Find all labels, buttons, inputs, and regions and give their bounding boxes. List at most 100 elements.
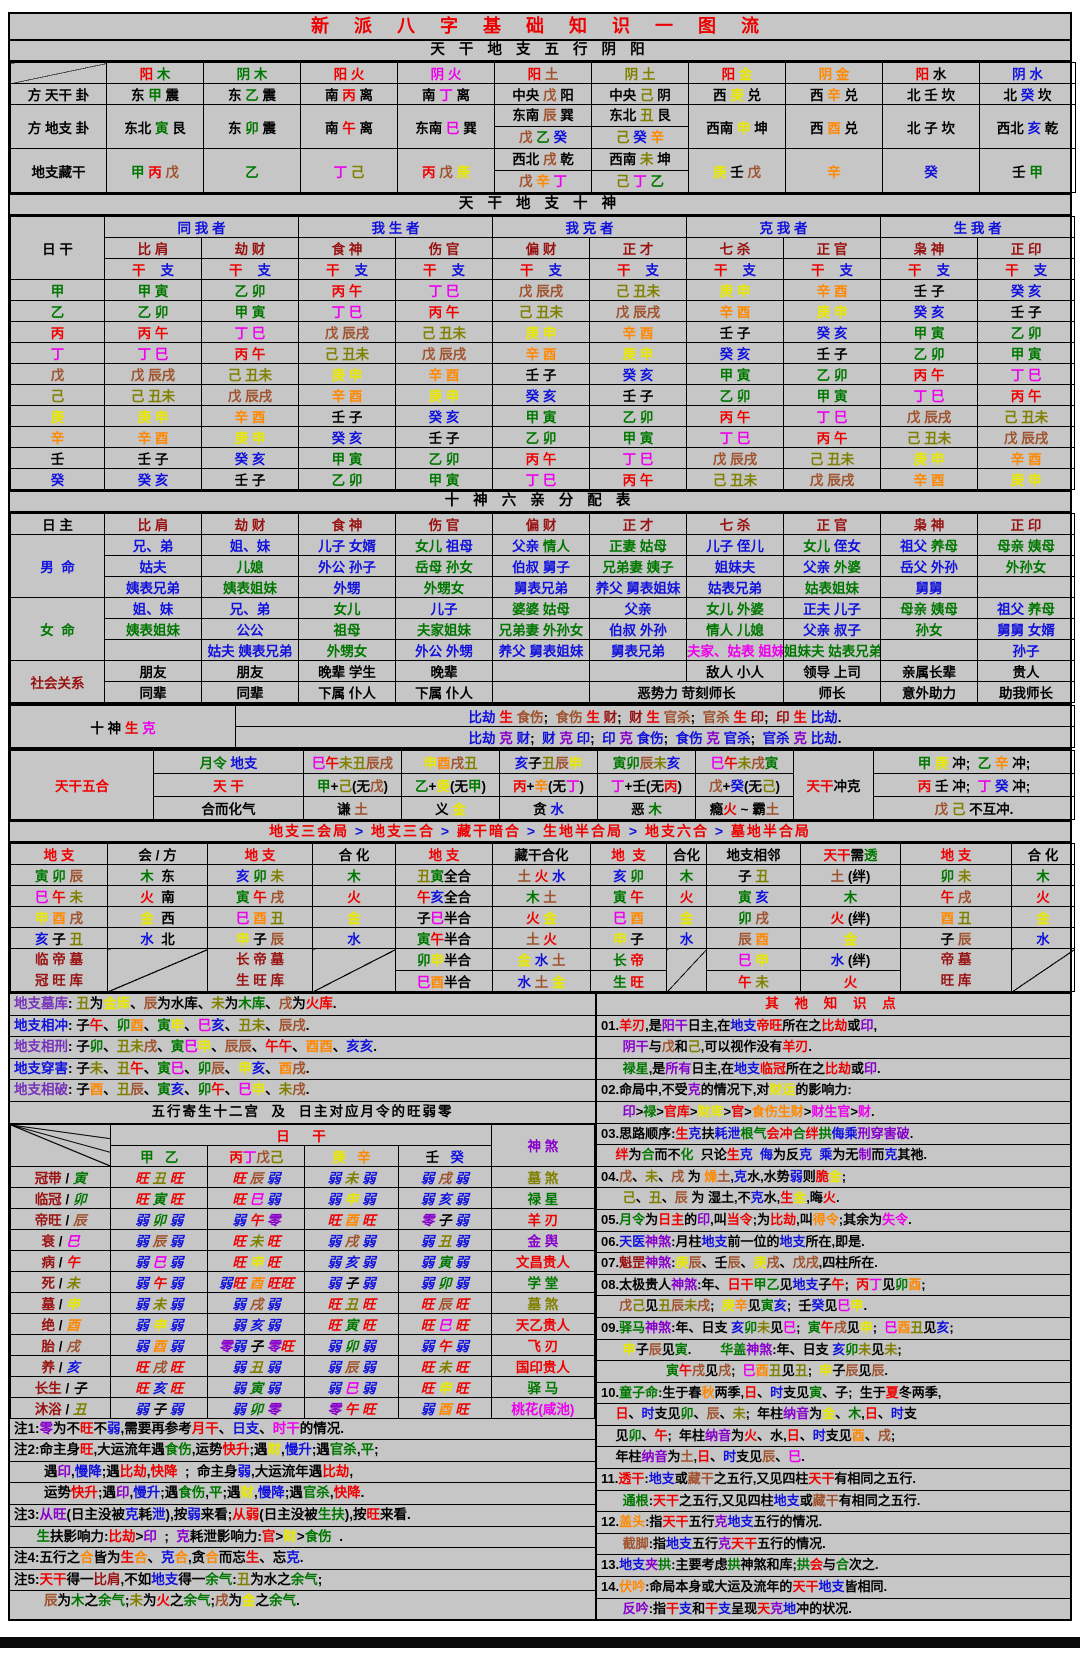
cell: 养 / 亥	[9, 1354, 112, 1377]
cell: 金	[666, 906, 707, 928]
table-row: 天 干甲+己(无戊) 乙+庚(无甲) 丙+辛(无丁) 丁+壬(无丙) 戊+癸(无己) 丙 …	[11, 773, 1075, 797]
cell: 阳 金	[688, 62, 786, 84]
cell: 水 北	[107, 927, 208, 949]
cell: 甲 寅	[104, 279, 202, 301]
cell: 干 支	[395, 258, 494, 280]
table-row: 方 天干 卦东 甲 震东 乙 震南 丙 离南 丁 离中央 戊 阳中央 己 阴西 …	[10, 83, 1076, 105]
cell: 辛	[785, 148, 883, 193]
table-row: 十 神 生 克比劫 生 食伤; 食伤 生 财; 财 生 官杀; 官杀 生 印; …	[10, 705, 1075, 748]
cell: 弱 寅 弱	[397, 1249, 492, 1272]
cell: 弱 戌 弱	[207, 1291, 306, 1314]
cell: 申 子	[590, 927, 667, 949]
corner-fan-lines	[11, 1125, 110, 1166]
cell: 日 干	[110, 1123, 492, 1146]
cell: 兄、弟	[104, 534, 202, 556]
cell: 土 火 水	[492, 864, 591, 886]
cell: 干 支	[589, 258, 688, 280]
cell: 干 支	[298, 258, 397, 280]
cell: 岳母 孙女	[395, 555, 493, 577]
knowledge-point-line: 02.命局中,不受克的情况下,对财运的影响力:	[597, 1080, 1070, 1102]
cell: 姑夫	[104, 555, 202, 577]
knowledge-point-line: 10.童子命:生于春秋两季,日、时支见寅、子; 生于夏冬两季,	[597, 1383, 1070, 1405]
cell: 子 辰	[900, 927, 1012, 949]
cell: 正 印	[977, 513, 1075, 535]
cell: 弱 卯 弱	[397, 1270, 492, 1293]
cell: 丁 巳	[783, 405, 882, 427]
cell: 丙 午	[783, 426, 882, 448]
cell: 儿媳	[201, 555, 299, 577]
cell: 旺 亥 旺	[110, 1375, 209, 1398]
cell: 丁 巳	[589, 447, 688, 469]
table-row: 姨表姐妹 公公 祖母 夫家姐妹 兄弟妻 外孙女 伯叔 外孙 情人 儿媳 父亲 叔子 孙女 舅舅 女…	[11, 618, 1075, 640]
cell: 己 丑未	[589, 279, 688, 301]
cell: 合 化	[1011, 843, 1075, 865]
table-row: 阳 木阴 木阳 火阴 火阳 土阴 土阳 金阴 金阳 水阴 水	[10, 62, 1076, 84]
cell: 甲 庚 冲; 乙 辛 冲;	[873, 750, 1075, 774]
cell: 冠带 / 寅	[9, 1165, 112, 1188]
cell: 壬 子	[977, 300, 1076, 322]
table-row: 姨表兄弟 姨表姐妹 外甥 外甥女 舅表兄弟 养父 舅表姐妹 姑表兄弟 姑表姐妹 舅舅	[11, 576, 1075, 598]
cell: 方 天干 卦	[10, 83, 107, 105]
cell: 丙 午	[589, 468, 688, 490]
cell: 外公 外甥	[395, 639, 493, 661]
cell: 癸 亥	[104, 468, 202, 490]
cell: 弱 午 弱	[110, 1270, 209, 1293]
cell: 南 丁 离	[397, 83, 495, 105]
cell: 戊 辰戌	[395, 342, 494, 364]
knowledge-point-line: 见卯、午; 年柱纳音为火、水,日、时支见酉、戌;	[597, 1426, 1070, 1448]
cell: 日 干	[10, 216, 105, 280]
cell: 辛 酉	[589, 321, 688, 343]
table-row: 地支藏干甲 丙 戊乙丁 己丙 戊 庚西北 戌 乾戊 辛 丁西南 未 坤己 丁 乙…	[10, 148, 1076, 193]
cell: 乙 卯	[880, 342, 979, 364]
cell: 中央 戊 阳	[494, 83, 592, 105]
cell: 儿子 女婿	[298, 534, 396, 556]
section-header-six-relatives: 十 神 六 亲 分 配 表	[10, 492, 1070, 513]
cell: 己 丑未	[298, 342, 397, 364]
cell: 卯 未	[900, 864, 1012, 886]
cell: 天干冲克	[793, 750, 874, 820]
cell: 干 支	[104, 258, 202, 280]
cell: 干 支	[686, 258, 785, 280]
cell: 庚 申	[880, 447, 979, 469]
cell: 乙 卯	[298, 468, 397, 490]
cell	[10, 62, 107, 84]
table-row: 甲 乙丙丁戊己庚 辛壬 癸	[11, 1144, 595, 1167]
cell: 长 帝 墓生 旺 库	[207, 948, 313, 992]
zhu-note-line: 注1:零为不旺不弱,需要再参考月干、日支、时干的情况.	[10, 1419, 595, 1441]
cell: 伤 官	[395, 513, 493, 535]
cell: 情人 儿媳	[686, 618, 784, 640]
cell: 姨表姐妹	[104, 618, 202, 640]
cell: 辛 酉	[104, 426, 202, 448]
cell: 庚 申	[977, 468, 1076, 490]
cell: 壬 子	[589, 384, 688, 406]
cell: 戊+癸(无己)	[695, 773, 794, 797]
cell: 枭 神	[880, 513, 978, 535]
cell: 姐、妹	[201, 534, 299, 556]
cell: 壬 子	[492, 363, 591, 385]
cell: 姑表兄弟	[686, 576, 784, 598]
cell: 丑寅全合	[395, 864, 493, 886]
table-ten-gods: 日 干同 我 者我 生 者我 克 者克 我 者生 我 者比 肩劫 财食 神伤 官…	[10, 216, 1076, 492]
cell: 父亲 外婆	[783, 555, 881, 577]
cell: 弱 辰 弱	[304, 1354, 399, 1377]
cell: 祖父 养母	[880, 534, 978, 556]
bottom-two-columns: 地支墓库: 丑为金库、辰为水库、未为木库、戌为火库. 地支相冲: 子午、卯酉、寅申…	[9, 994, 1070, 1620]
cell: 衰 / 巳	[9, 1228, 112, 1251]
cell: 辛 酉	[686, 300, 785, 322]
cell: 丁	[10, 342, 105, 364]
cell: 天 干	[153, 773, 304, 797]
cell	[880, 639, 978, 661]
zhu-note-line: 遇印,慢降;遇比劫,快降 ; 命主身弱,大运流年遇比劫,	[10, 1462, 595, 1484]
table-row: 巳 午 未火 南寅 午 戌火午亥全合木 土寅 午火寅 亥木午 戌火	[10, 885, 1075, 907]
cell	[107, 948, 208, 992]
table-row: 衰 / 巳弱 辰 弱旺 未 旺弱 戌 弱弱 丑 弱金 舆	[9, 1228, 596, 1251]
knowledge-point-line: 09.驿马神煞:年、日支 亥卯未见巳; 寅午戌见申; 巳酉丑见亥;	[597, 1318, 1070, 1340]
cell: 合 化	[312, 843, 396, 865]
knowledge-point-line: 寅午戌见戌; 巳酉丑见丑; 申子辰见辰.	[597, 1361, 1070, 1383]
cell: 弱 亥 弱	[397, 1186, 492, 1209]
cell: 东南 巳 巽	[397, 104, 495, 149]
cell: 北 癸 坎	[979, 83, 1076, 105]
cell: 甲 寅	[783, 384, 882, 406]
cell: 神 煞	[490, 1123, 596, 1167]
cell: 丙 壬 冲; 丁 癸 冲;	[873, 773, 1075, 797]
